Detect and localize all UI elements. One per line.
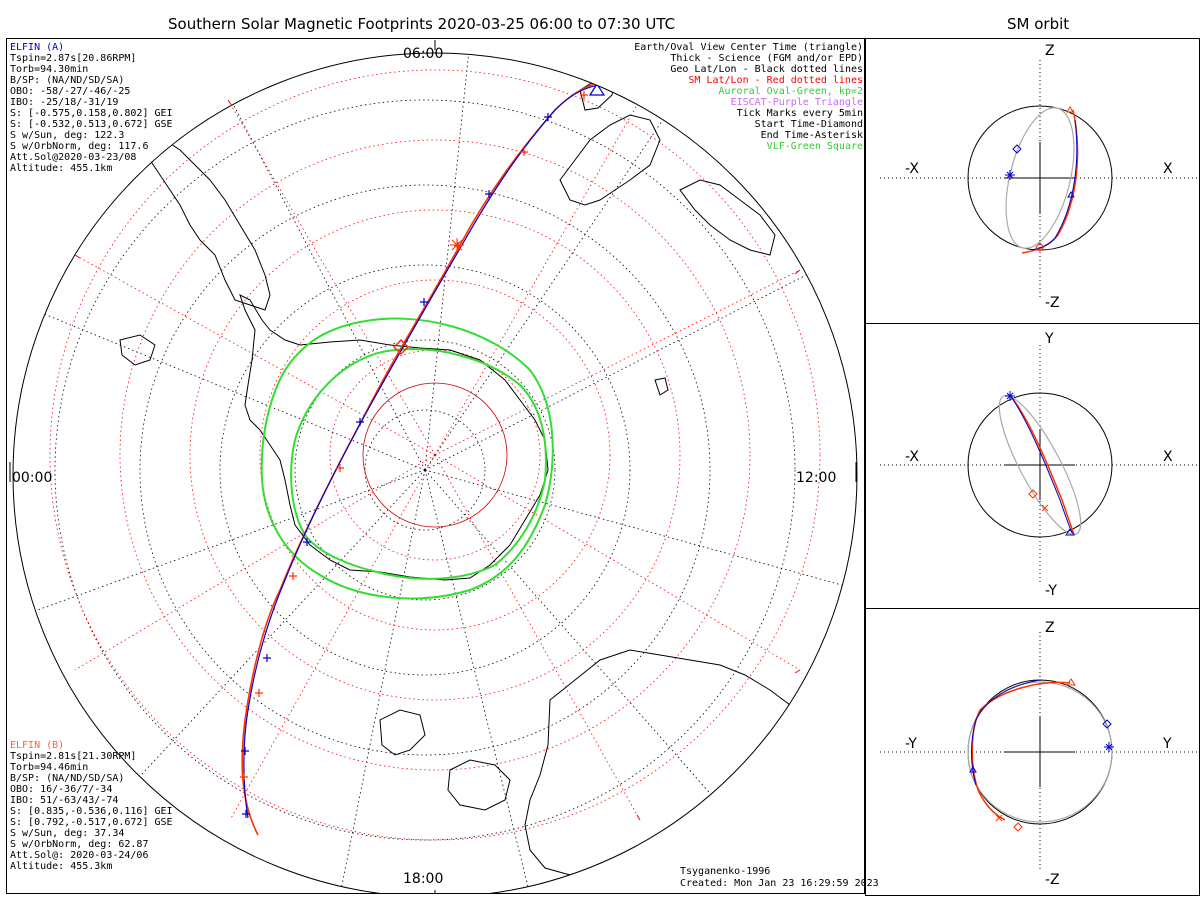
elfin-b-name: ELFIN (B) — [10, 740, 65, 751]
legend-entry: SM Lat/Lon - Red dotted lines — [688, 75, 863, 86]
elfin-b-line: S: [0.792,-0.517,0.672] GSE — [10, 817, 173, 828]
elfin-b-line: B/SP: (NA/ND/SD/SA) — [10, 773, 125, 784]
elfin-a-line: S: [-0.532,0.513,0.672] GSE — [10, 119, 173, 130]
time-label-right: 12:00 — [796, 470, 837, 486]
edge-red-ticks — [74, 99, 801, 821]
coastlines — [119, 77, 801, 876]
map-panel — [6, 38, 865, 894]
time-label-left: 00:00 — [12, 470, 53, 486]
orbit-yz-right: Y — [1163, 736, 1172, 752]
legend: Earth/Oval View Center Time (triangle) T… — [634, 42, 863, 152]
elfin-b-line: S w/Sun, deg: 37.34 — [10, 828, 125, 839]
orbit-yz-bottom: -Z — [1045, 872, 1060, 888]
map-title: Southern Solar Magnetic Footprints 2020-… — [168, 15, 676, 33]
orbit-yz — [880, 632, 1198, 872]
credit-model: Tsyganenko-1996 — [680, 866, 771, 877]
view-center-triangle — [588, 82, 606, 96]
orbit-xz-top: Z — [1045, 43, 1055, 59]
orbit-xz-bottom: -Z — [1045, 295, 1060, 311]
elfin-a-track — [243, 83, 621, 819]
time-label-bottom: 18:00 — [403, 871, 444, 887]
elfin-a-line: S: [-0.575,0.158,0.802] GEI — [10, 108, 173, 119]
orbit-xy — [880, 345, 1198, 585]
elfin-b-line: Torb=94.46min — [10, 762, 89, 773]
elfin-a-line: OBO: -58/-27/-46/-25 — [10, 86, 131, 97]
elfin-a-line: B/SP: (NA/ND/SD/SA) — [10, 75, 125, 86]
legend-entry: Tick Marks every 5min — [736, 108, 863, 119]
elfin-b-line: Altitude: 455.3km — [10, 861, 113, 872]
auroral-ovals — [260, 317, 554, 600]
elfin-a-name: ELFIN (A) — [10, 42, 65, 53]
legend-entry: Auroral Oval-Green, kp=2 — [718, 86, 864, 97]
elfin-a-line: Altitude: 455.1km — [10, 163, 113, 174]
elfin-b-line: IBO: 51/-63/43/-74 — [10, 795, 119, 806]
legend-entry: VLF-Green Square — [766, 141, 863, 152]
elfin-a-line: IBO: -25/18/-31/19 — [10, 97, 119, 108]
elfin-a-ticks — [241, 76, 611, 818]
orbit-xz — [880, 60, 1198, 300]
elfin-a-line: Tspin=2.87s[20.86RPM] — [10, 53, 137, 64]
orbit-title: SM orbit — [1007, 15, 1070, 33]
orbit-yz-left: -Y — [905, 736, 917, 752]
elfin-a-line: Torb=94.30min — [10, 64, 89, 75]
elfin-a-line: Att.Sol@2020-03-23/08 — [10, 152, 137, 163]
legend-entry: EISCAT-Purple Triangle — [730, 97, 863, 108]
elfin-a-line: S w/OrbNorm, deg: 117.6 — [10, 141, 149, 152]
elfin-b-line: S: [0.835,-0.536,0.116] GEI — [10, 806, 173, 817]
elfin-b-line: Tspin=2.81s[21.30RPM] — [10, 751, 137, 762]
globe-outline — [12, 52, 858, 893]
elfin-b-info: ELFIN (B) Tspin=2.81s[21.30RPM] Torb=94.… — [10, 740, 173, 872]
sm-pole-circle — [362, 382, 508, 528]
elfin-a-line: S w/Sun, deg: 122.3 — [10, 130, 125, 141]
elfin-b-track — [241, 80, 616, 836]
start-diamond — [392, 338, 410, 356]
orbit-xy-bottom: -Y — [1045, 583, 1057, 599]
elfin-a-info: ELFIN (A) Tspin=2.87s[20.86RPM] Torb=94.… — [10, 42, 173, 174]
elfin-b-line: Att.Sol@: 2020-03-24/06 — [10, 850, 149, 861]
elfin-b-line: OBO: 16/-36/7/-34 — [10, 784, 113, 795]
time-label-top: 06:00 — [403, 46, 444, 62]
orbit-xy-left: -X — [905, 449, 919, 465]
end-asterisk — [450, 238, 464, 252]
legend-entry: Thick - Science (FGM and/or EPD) — [670, 53, 863, 64]
sm-grid — [49, 69, 821, 841]
legend-entry: Start Time-Diamond — [754, 119, 863, 130]
legend-entry: End Time-Asterisk — [760, 130, 863, 141]
orbit-xy-right: X — [1163, 449, 1173, 465]
credit-created: Created: Mon Jan 23 16:29:59 2023 — [680, 878, 879, 889]
orbit-xz-right: X — [1163, 161, 1173, 177]
orbit-xz-left: -X — [905, 161, 919, 177]
orbit-yz-top: Z — [1045, 620, 1055, 636]
legend-entry: Earth/Oval View Center Time (triangle) — [634, 42, 863, 53]
edge-ticks — [9, 40, 857, 893]
geo-grid — [13, 53, 857, 893]
legend-entry: Geo Lat/Lon - Black dotted lines — [670, 64, 863, 75]
orbit-xy-top: Y — [1045, 331, 1054, 347]
elfin-b-line: S w/OrbNorm, deg: 62.87 — [10, 839, 149, 850]
elfin-b-ticks — [240, 91, 588, 781]
